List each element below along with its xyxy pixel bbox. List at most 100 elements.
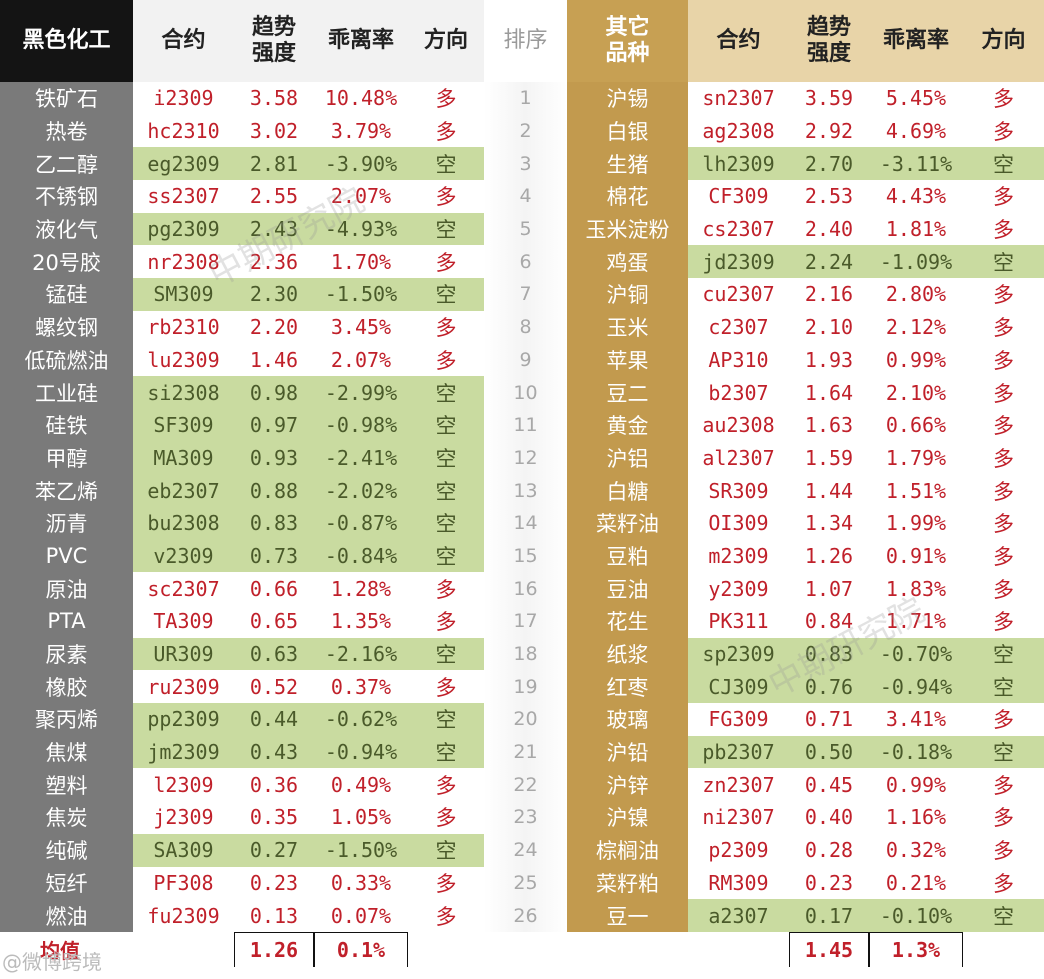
- rank-number: 2: [484, 114, 567, 148]
- left-trend-cell: 3.58: [249, 86, 299, 111]
- left-commodity-name: 低硫燃油: [0, 343, 133, 377]
- right-contract-cell: OI309: [708, 511, 769, 536]
- right-contract-cell: sn2307: [702, 86, 775, 111]
- left-deviation-cell: 0.33%: [330, 870, 392, 895]
- right-contract-cell: c2307: [708, 315, 769, 340]
- left-commodity-name: 热卷: [0, 114, 133, 148]
- left-trend-cell: 2.36: [249, 249, 299, 274]
- left-contract-cell: SM309: [133, 278, 234, 311]
- right-contract-cell: FG309: [708, 707, 769, 732]
- left-direction-cell: 多: [435, 675, 457, 700]
- right-deviation-cell: 0.91%: [885, 543, 947, 568]
- left-deviation-cell: -1.50%: [314, 833, 408, 867]
- right-commodity-name: 纸浆: [567, 637, 688, 671]
- table-row: 不锈钢 ss2307 2.55 2.07% 多 4 棉花 CF309 2.53 4.43% 多: [0, 180, 1044, 213]
- header-trend-right-text: 趋势 强度: [806, 15, 851, 66]
- left-commodity-name: 燃油: [0, 899, 133, 932]
- left-deviation-cell: 2.07%: [330, 347, 392, 372]
- header-trend: 趋势 强度: [234, 0, 314, 82]
- right-deviation-cell: 1.79%: [885, 445, 947, 470]
- right-commodity-name: 红枣: [567, 670, 688, 704]
- right-trend-cell: 1.07: [804, 576, 854, 601]
- left-trend-cell: 0.52: [249, 674, 299, 699]
- right-deviation-cell: -0.94%: [869, 670, 963, 704]
- right-trend-cell: 0.17: [789, 899, 869, 932]
- left-direction-cell: 空: [408, 735, 484, 769]
- right-commodity-name: 沪铝: [567, 441, 688, 475]
- left-contract-cell: eg2309: [133, 147, 234, 181]
- left-commodity-name: 螺纹钢: [0, 310, 133, 344]
- footer-row: 均值 1.26 0.1% 1.45 1.3%: [0, 931, 1044, 967]
- right-deviation-cell: 0.32%: [885, 838, 947, 863]
- left-direction-cell: 空: [408, 833, 484, 867]
- left-direction-cell: 空: [408, 539, 484, 573]
- right-commodity-name: 鸡蛋: [567, 245, 688, 279]
- left-deviation-cell: 0.49%: [330, 772, 392, 797]
- right-commodity-name: 豆油: [567, 572, 688, 605]
- right-contract-cell: ag2308: [702, 119, 775, 144]
- rank-number: 8: [484, 310, 567, 344]
- footer-empty: [133, 932, 234, 967]
- left-trend-cell: 0.36: [249, 772, 299, 797]
- left-commodity-name: 硅铁: [0, 408, 133, 442]
- right-contract-cell: p2309: [708, 838, 769, 863]
- right-commodity-name: 豆粕: [567, 539, 688, 573]
- right-deviation-cell: 1.16%: [885, 805, 947, 830]
- left-deviation-cell: 2.07%: [330, 184, 392, 209]
- right-average-trend: 1.45: [789, 931, 869, 967]
- footer-empty: [484, 932, 567, 967]
- left-commodity-name: 焦炭: [0, 801, 133, 834]
- average-label: 均值: [40, 938, 80, 963]
- left-contract-cell: hc2310: [147, 119, 220, 144]
- left-trend-cell: 0.97: [234, 408, 314, 442]
- left-direction-cell: 多: [435, 773, 457, 798]
- left-contract-cell: MA309: [133, 441, 234, 475]
- right-deviation-cell: 4.69%: [885, 119, 947, 144]
- left-direction-cell: 空: [408, 474, 484, 507]
- left-deviation-cell: 10.48%: [324, 86, 398, 111]
- right-commodity-name: 沪铜: [567, 278, 688, 311]
- rank-number: 17: [484, 605, 567, 638]
- left-trend-cell: 0.43: [234, 735, 314, 769]
- left-deviation-cell: -0.84%: [314, 539, 408, 573]
- left-direction-cell: 空: [408, 703, 484, 736]
- right-contract-cell: cs2307: [702, 217, 775, 242]
- left-contract-cell: PF308: [153, 870, 214, 895]
- left-commodity-name: 聚丙烯: [0, 703, 133, 736]
- left-commodity-name: PTA: [0, 605, 133, 638]
- right-trend-cell: 1.64: [804, 380, 854, 405]
- left-direction-cell: 空: [408, 376, 484, 409]
- right-direction-cell: 多: [993, 708, 1014, 733]
- left-contract-cell: sc2307: [147, 576, 220, 601]
- left-deviation-cell: -4.93%: [314, 212, 408, 246]
- right-direction-cell: 多: [993, 806, 1014, 831]
- right-direction-cell: 多: [993, 479, 1014, 504]
- left-trend-cell: 2.81: [234, 147, 314, 181]
- right-direction-cell: 多: [993, 185, 1014, 210]
- left-trend-cell: 0.27: [234, 833, 314, 867]
- left-deviation-cell: -3.90%: [314, 147, 408, 181]
- right-commodity-name: 白糖: [567, 474, 688, 507]
- right-trend-cell: 0.28: [804, 838, 854, 863]
- left-commodity-name: 尿素: [0, 637, 133, 671]
- right-commodity-name: 菜籽粕: [567, 866, 688, 900]
- left-deviation-cell: 1.05%: [330, 805, 392, 830]
- left-contract-cell: rb2310: [147, 315, 220, 340]
- left-direction-cell: 空: [408, 408, 484, 442]
- left-commodity-name: 液化气: [0, 212, 133, 246]
- left-contract-cell: eb2307: [133, 474, 234, 507]
- header-row: 黑色化工 合约 趋势 强度 乖离率 方向 排序 其它 品种 合约 趋势 强度 乖…: [0, 0, 1044, 82]
- left-trend-cell: 0.35: [249, 805, 299, 830]
- header-left-category: 黑色化工: [0, 0, 133, 82]
- right-trend-cell: 2.10: [804, 315, 854, 340]
- right-contract-cell: al2307: [702, 445, 775, 470]
- table-row: 原油 sc2307 0.66 1.28% 多 16 豆油 y2309 1.07 1.83% 多: [0, 572, 1044, 605]
- right-contract-cell: m2309: [708, 543, 769, 568]
- right-deviation-cell: 4.43%: [885, 184, 947, 209]
- right-commodity-name: 苹果: [567, 343, 688, 377]
- right-deviation-cell: 0.21%: [885, 870, 947, 895]
- table-row: 甲醇 MA309 0.93 -2.41% 空 12 沪铝 al2307 1.59 1.79% 多: [0, 441, 1044, 475]
- left-direction-cell: 空: [408, 147, 484, 181]
- left-trend-cell: 2.55: [249, 184, 299, 209]
